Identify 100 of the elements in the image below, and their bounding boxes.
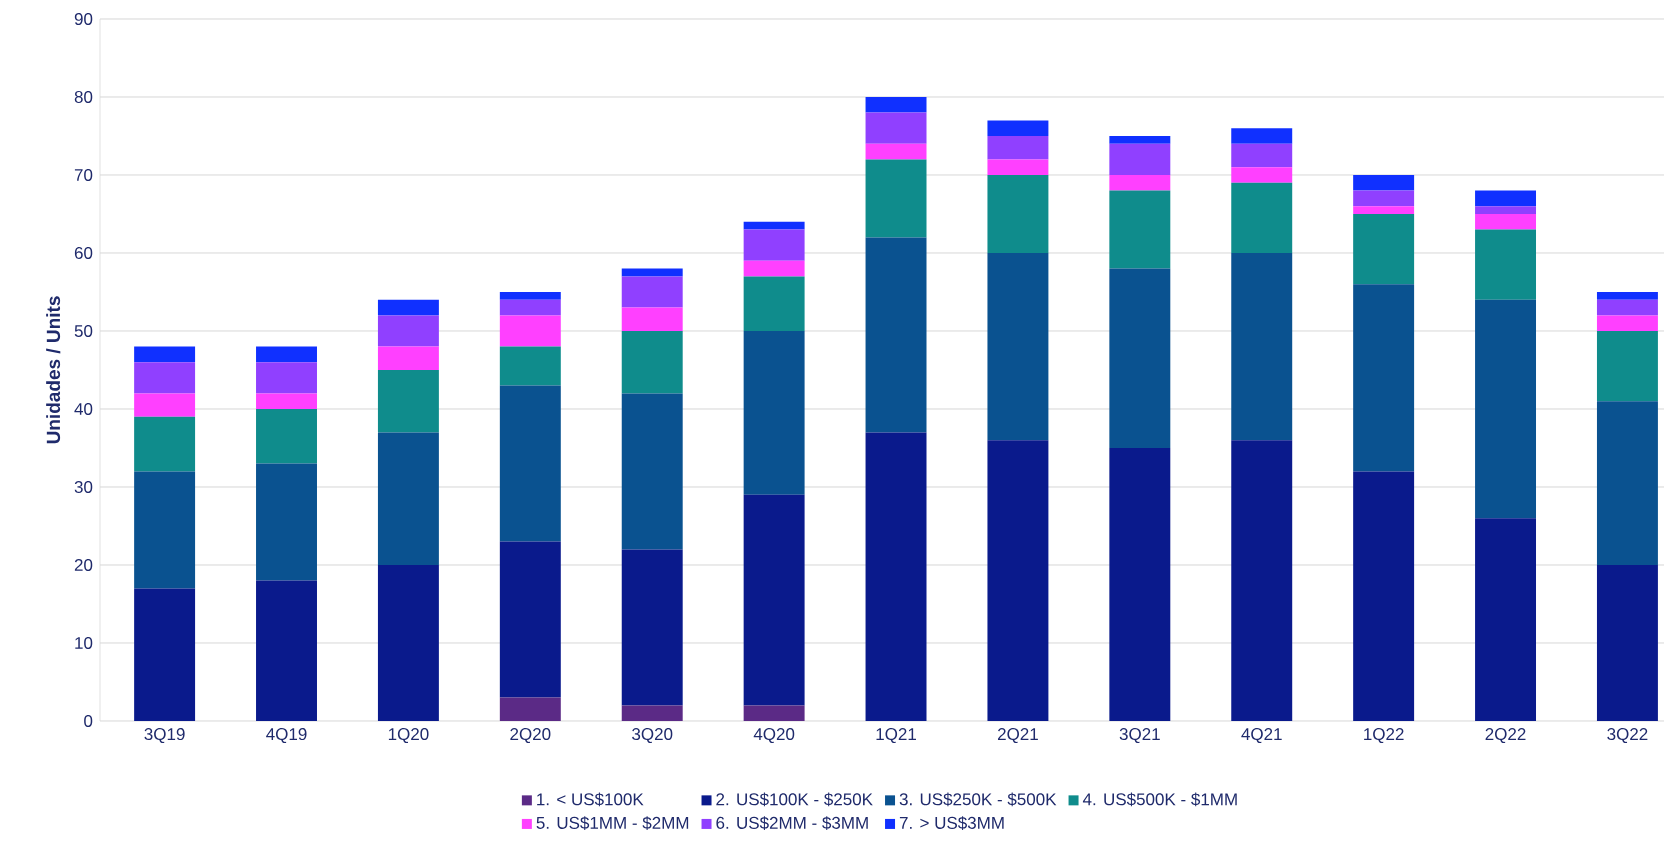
x-tick-label: 2Q21: [997, 728, 1038, 744]
bar: [134, 346, 196, 363]
bar: [1596, 330, 1658, 402]
legend-label: 3. US$250K - $500K: [899, 792, 1057, 807]
legend-label: 6. US$2MM - $3MM: [716, 816, 868, 830]
bar: [134, 471, 196, 589]
bar: [377, 299, 439, 316]
bar: [256, 393, 317, 409]
bar: [743, 330, 805, 495]
bar: [377, 432, 439, 565]
bar: [1353, 190, 1415, 207]
bar: [499, 697, 561, 721]
bar: [1231, 128, 1293, 144]
legend-label: 5. US$1MM - $2MM: [536, 816, 689, 830]
bar: [1109, 447, 1171, 721]
bar: [621, 330, 683, 394]
bar: [1109, 135, 1171, 144]
bar: [621, 307, 683, 331]
bar: [1475, 299, 1537, 519]
bar: [499, 346, 561, 386]
bar: [987, 135, 1049, 160]
bar: [1231, 143, 1293, 168]
bar: [1231, 440, 1293, 721]
bar: [621, 705, 683, 721]
bar: [1109, 143, 1171, 175]
bar: [865, 143, 927, 160]
bar: [1475, 190, 1537, 207]
bar: [1231, 182, 1293, 253]
bar: [743, 494, 805, 706]
legend-label: 7. > US$3MM: [899, 816, 1004, 830]
bar: [865, 432, 927, 721]
bar: [256, 408, 317, 464]
legend-label: 1. < US$100K: [537, 792, 644, 807]
bar: [1353, 471, 1415, 721]
bar: [1231, 167, 1293, 183]
bar: [621, 549, 683, 706]
x-tick-label: 2Q22: [1485, 728, 1526, 744]
bar: [256, 346, 317, 363]
y-tick-label: 50: [74, 324, 93, 337]
bar: [743, 276, 805, 331]
legend-label: 2. US$100K - $250K: [716, 792, 873, 807]
bar: [1353, 284, 1415, 472]
y-axis-title: Unidades / Units: [46, 296, 61, 444]
x-tick-label: 4Q20: [753, 728, 795, 744]
bar: [1596, 564, 1658, 721]
bar: [134, 393, 196, 417]
x-tick-label: 1Q20: [388, 728, 429, 744]
bar: [1596, 291, 1658, 300]
bar: [499, 541, 561, 698]
y-tick-label: 20: [74, 558, 93, 571]
x-tick-label: 2Q20: [510, 728, 551, 744]
bar: [987, 120, 1049, 136]
bar: [1596, 299, 1658, 316]
bar: [1596, 401, 1658, 565]
bar: [1475, 518, 1537, 721]
y-tick-label: 40: [74, 402, 93, 415]
bar: [865, 112, 927, 144]
bar: [499, 291, 561, 300]
bar: [1353, 206, 1415, 214]
bar: [256, 580, 317, 721]
bar: [1231, 252, 1293, 441]
bar: [743, 221, 805, 230]
bar: [1475, 229, 1537, 300]
bar: [621, 276, 683, 308]
bar: [256, 362, 317, 394]
x-tick-label: 3Q21: [1119, 728, 1160, 744]
y-tick-label: 10: [75, 636, 93, 649]
bar: [377, 315, 439, 347]
y-tick-label: 60: [74, 246, 93, 259]
bar: [1475, 206, 1537, 214]
bar: [134, 362, 196, 394]
bar: [134, 588, 196, 721]
y-tick-label: 30: [74, 480, 93, 493]
bar: [256, 463, 317, 581]
bar: [865, 159, 927, 238]
bar: [987, 252, 1049, 441]
bar: [499, 315, 561, 347]
bar: [377, 346, 439, 370]
bar: [499, 299, 561, 316]
bar: [1109, 268, 1171, 448]
legend-label: 4. US$500K - $1MM: [1082, 792, 1237, 807]
bar: [621, 393, 683, 550]
x-tick-label: 1Q22: [1364, 728, 1404, 744]
bar: [987, 440, 1049, 721]
bar: [377, 564, 439, 721]
bar: [134, 416, 196, 472]
bar: [743, 260, 805, 277]
bar: [987, 174, 1049, 253]
bar: [865, 96, 927, 113]
y-tick-label: 0: [84, 714, 93, 727]
bar: [499, 385, 561, 542]
x-tick-label: 4Q21: [1241, 728, 1282, 744]
bar: [1353, 213, 1415, 285]
y-tick-label: 90: [74, 12, 93, 25]
bar: [1109, 174, 1171, 191]
bar: [865, 237, 927, 433]
bar: [1596, 315, 1658, 331]
x-tick-label: 3Q22: [1607, 728, 1648, 744]
bar: [743, 229, 805, 261]
x-tick-label: 3Q20: [632, 728, 673, 744]
